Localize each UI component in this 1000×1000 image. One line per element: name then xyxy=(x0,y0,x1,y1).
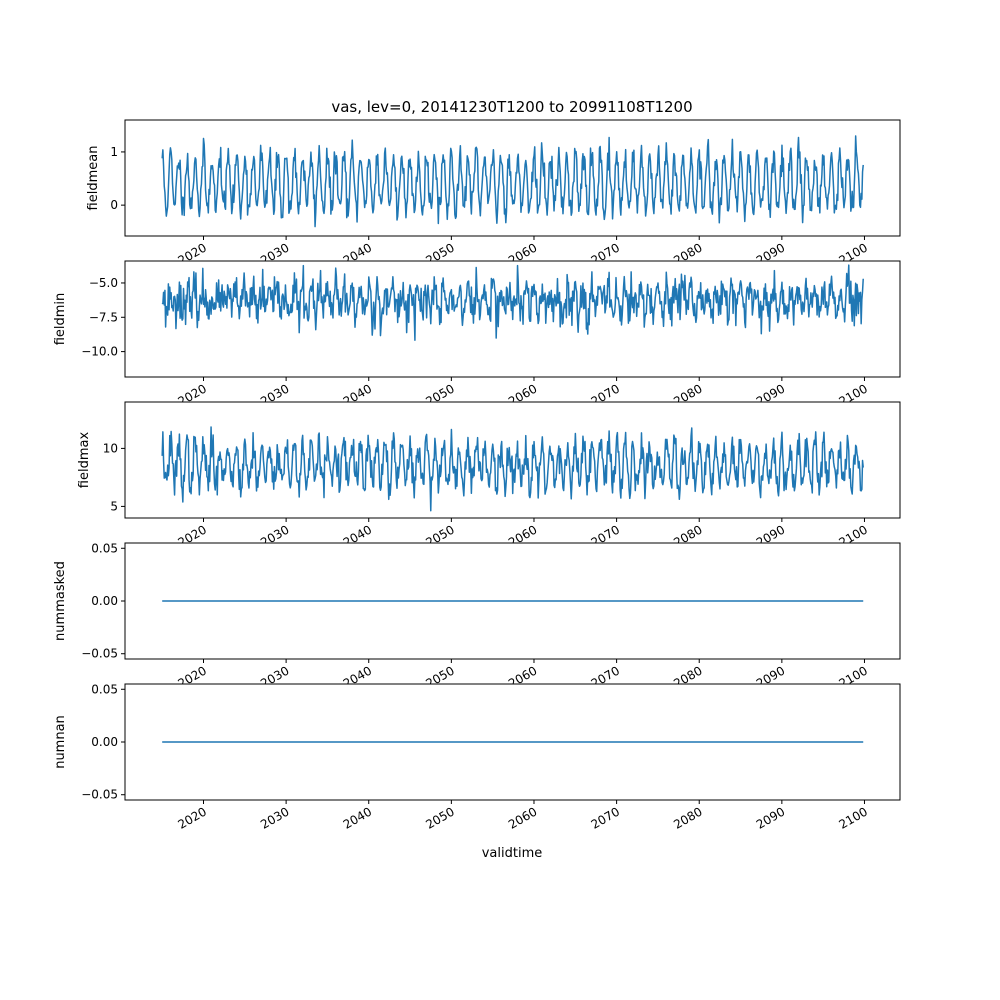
fieldmin-axes-frame xyxy=(124,260,901,378)
fieldmax-ytick-label-1: 10 xyxy=(103,441,118,455)
fieldmax-ylabel: fieldmax xyxy=(77,432,92,489)
fieldmax-axes-frame xyxy=(124,401,901,519)
nummasked-ytick-label-2: 0.05 xyxy=(91,541,118,555)
numnan-xtick-label-4: 2060 xyxy=(506,804,539,831)
nummasked-ytick-label-1: 0.00 xyxy=(91,594,118,608)
fieldmin-series-line xyxy=(161,264,864,341)
numnan-xtick-label-3: 2050 xyxy=(423,804,456,831)
fieldmin-ytick-label-0: −10.0 xyxy=(81,345,118,359)
numnan-xtick-label-2: 2040 xyxy=(341,804,374,831)
numnan-xtick-label-8: 2100 xyxy=(837,804,870,831)
numnan-ylabel: numnan xyxy=(53,715,68,769)
nummasked-ylabel: nummasked xyxy=(53,561,68,641)
numnan-xtick-label-1: 2030 xyxy=(258,804,291,831)
fieldmean-ytick-label-0: 0 xyxy=(110,198,118,212)
fieldmin-ytick-label-2: −5.0 xyxy=(89,276,118,290)
nummasked-axes-frame xyxy=(124,542,901,660)
fieldmean-ylabel: fieldmean xyxy=(86,146,101,211)
numnan-ytick-label-1: 0.00 xyxy=(91,735,118,749)
fieldmean-series-line xyxy=(161,135,864,228)
fieldmax-series-line xyxy=(161,426,864,512)
nummasked-ytick-label-0: −0.05 xyxy=(81,647,118,661)
x-axis-label: validtime xyxy=(482,846,543,861)
numnan-ytick-label-0: −0.05 xyxy=(81,788,118,802)
fieldmax-ytick-label-0: 5 xyxy=(110,499,118,513)
numnan-panel: numnan −0.05 0.00 0.05 2020 2030 2040 2050 2060… xyxy=(53,682,901,832)
fieldmin-ylabel: fieldmin xyxy=(53,293,68,346)
numnan-xtick-label-5: 2070 xyxy=(589,804,622,831)
numnan-axes-frame xyxy=(124,683,901,801)
numnan-xtick-label-0: 2020 xyxy=(176,804,209,831)
numnan-ytick-label-2: 0.05 xyxy=(91,682,118,696)
fieldmean-axes-frame xyxy=(124,119,901,237)
fieldmin-ytick-label-1: −7.5 xyxy=(89,310,118,324)
fieldmean-ytick-label-1: 1 xyxy=(110,145,118,159)
numnan-xtick-label-7: 2090 xyxy=(754,804,787,831)
figure-title: vas, lev=0, 20141230T1200 to 20991108T12… xyxy=(331,98,692,116)
numnan-xtick-label-6: 2080 xyxy=(671,804,704,831)
